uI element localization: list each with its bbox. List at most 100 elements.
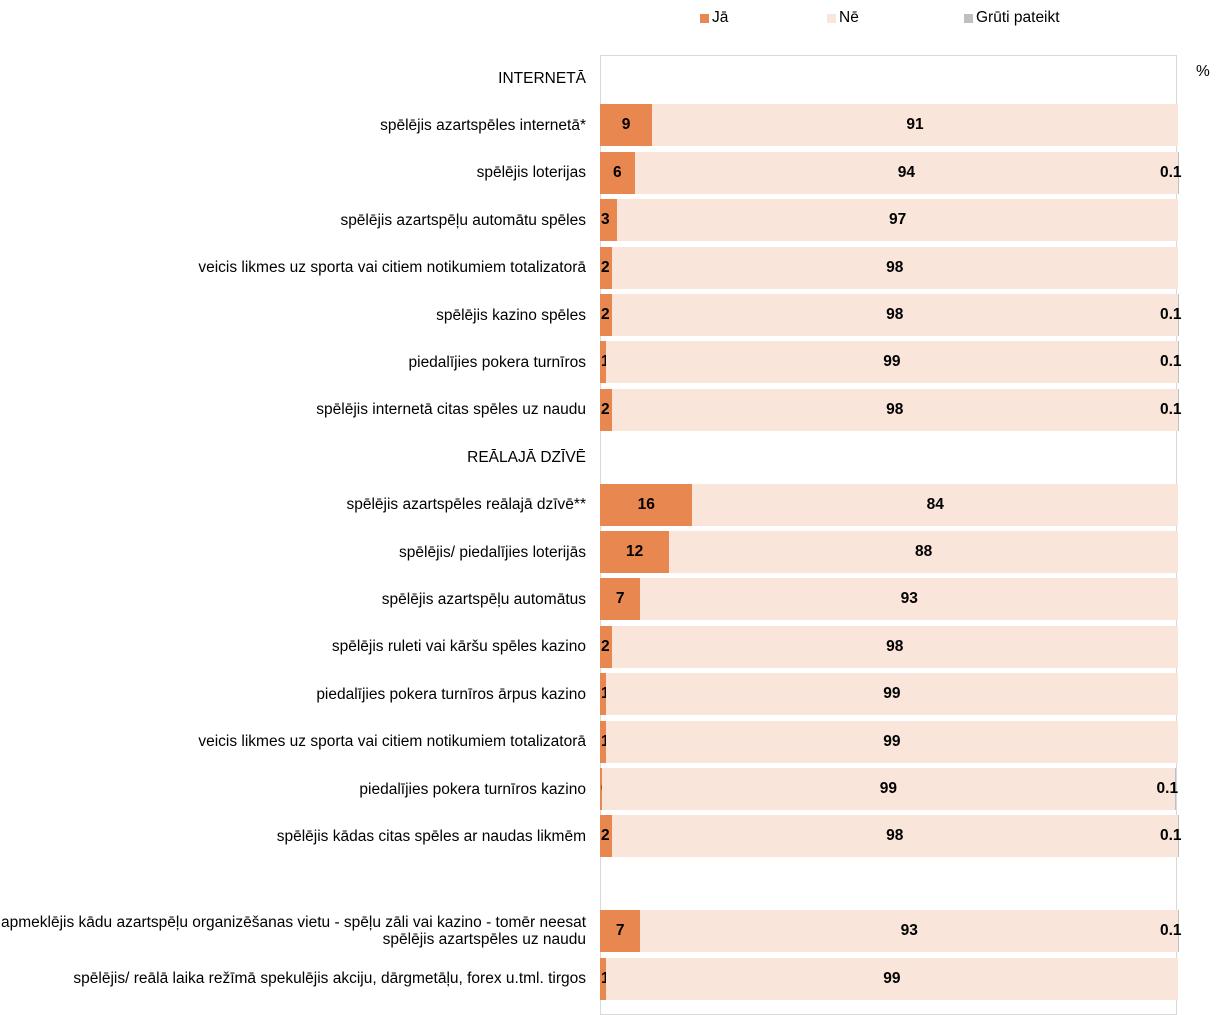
- category-label: spēlējis kādas citas spēles ar naudas li…: [276, 827, 586, 845]
- bar-segment: [602, 768, 1175, 810]
- category-label: veicis likmes uz sporta vai citiem notik…: [198, 259, 586, 277]
- category-label: REĀLAJĀ DZĪVĒ: [467, 448, 586, 466]
- data-label: 99: [883, 685, 901, 703]
- bar-segment: [634, 151, 1178, 194]
- data-label: 1: [601, 353, 610, 371]
- data-label: 0.1: [1156, 780, 1179, 797]
- bar-segment: [605, 957, 1178, 1000]
- bar-segment: [617, 199, 1178, 242]
- legend-item: Grūti pateikt: [964, 9, 1060, 27]
- data-label: 0.1: [1160, 827, 1182, 845]
- unit-label: %: [1196, 63, 1210, 80]
- data-label: 94: [897, 163, 915, 181]
- bar-segment: [600, 246, 612, 289]
- legend-label: Jā: [712, 9, 729, 26]
- category-label: piedalījies pokera turnīros: [408, 353, 587, 371]
- bar-segment: [600, 578, 641, 621]
- data-label: 6: [613, 163, 622, 181]
- data-label: 2: [601, 637, 610, 655]
- data-label: 93: [900, 922, 918, 940]
- bar-segment: [605, 341, 1178, 384]
- data-label: 84: [926, 495, 944, 513]
- data-label: 98: [886, 400, 904, 418]
- bar-segment: [1178, 388, 1179, 431]
- bar-segment: [600, 768, 603, 810]
- category-label: spēlējis internetā citas spēles uz naudu: [316, 401, 586, 419]
- legend-item: Nē: [827, 9, 859, 27]
- data-label: 98: [886, 827, 904, 845]
- data-label: 99: [883, 353, 901, 371]
- data-label: 0.1: [1160, 353, 1182, 371]
- bar-segment: [1178, 151, 1179, 194]
- bar-segment: [605, 673, 1178, 716]
- bar-segment: [1178, 910, 1179, 953]
- data-label: 97: [889, 211, 907, 229]
- bar-segment: [611, 625, 1178, 668]
- bar-segment: [600, 531, 670, 573]
- bar-segment: [640, 910, 1178, 953]
- data-label: 7: [615, 590, 625, 608]
- bar-segment: [600, 957, 606, 1000]
- category-label: spēlējis azartspēles reālajā dzīvē**: [346, 496, 586, 514]
- data-label: 99: [883, 969, 901, 987]
- bar-segment: [692, 483, 1178, 526]
- bar-segment: [600, 294, 612, 336]
- bar-segment: [1178, 294, 1179, 336]
- bar-segment: [611, 388, 1178, 431]
- bar-segment: [600, 815, 612, 858]
- data-label: 12: [626, 543, 644, 560]
- data-label: 98: [886, 306, 904, 323]
- bar-segment: [1174, 768, 1176, 810]
- bar-segment: [600, 720, 606, 763]
- bar-segment: [640, 578, 1178, 621]
- bar-segment: [600, 104, 653, 147]
- data-label: 2: [601, 258, 610, 276]
- data-label: 1: [601, 733, 610, 751]
- data-label: 2: [601, 827, 610, 845]
- bar-segment: [1178, 341, 1179, 384]
- bar-segment: [600, 341, 606, 384]
- bar-segment: [600, 910, 641, 953]
- category-label: apmeklējis kādu azartspēļu organizēšanas…: [1, 914, 586, 949]
- data-label: 0.1: [1160, 163, 1182, 181]
- data-label: 1: [601, 970, 610, 988]
- category-label: spēlējis kazino spēles: [436, 306, 586, 324]
- legend-label: Nē: [839, 9, 859, 26]
- data-label: 0.1: [1160, 306, 1182, 323]
- category-label: spēlējis azartspēles internetā*: [380, 116, 586, 134]
- category-label: spēlējis loterijas: [476, 164, 586, 182]
- category-label: veicis likmes uz sporta vai citiem notik…: [198, 733, 586, 751]
- legend-swatch: [700, 13, 709, 23]
- data-label: 2: [601, 400, 610, 418]
- bar-segment: [669, 531, 1178, 573]
- data-label: 7: [615, 922, 625, 940]
- bar-segment: [1178, 815, 1179, 858]
- category-label: piedalījies pokera turnīros kazino: [359, 780, 586, 798]
- bar-segment: [600, 388, 612, 431]
- bar-segment: [611, 294, 1178, 336]
- category-label: piedalījies pokera turnīros ārpus kazino: [316, 685, 586, 703]
- legend-item: Jā: [700, 9, 728, 27]
- data-label: 99: [883, 732, 901, 750]
- bar-segment: [652, 104, 1178, 147]
- data-label: 99: [879, 780, 898, 797]
- bar-segment: [611, 246, 1178, 289]
- bar-segment: [600, 625, 612, 668]
- data-label: 98: [886, 637, 904, 655]
- category-label: spēlējis ruleti vai kāršu spēles kazino: [331, 638, 586, 656]
- bar-segment: [611, 815, 1178, 858]
- category-label: spēlējis/ reālā laika režīmā spekulējis …: [73, 970, 586, 988]
- bar-segment: [600, 199, 618, 242]
- category-label: spēlējis azartspēļu automātus: [381, 590, 586, 608]
- data-label: 91: [906, 116, 924, 134]
- category-label: INTERNETĀ: [498, 69, 586, 87]
- data-label: 93: [900, 590, 918, 608]
- bar-segment: [600, 483, 693, 526]
- category-label: spēlējis/ piedalījies loterijās: [399, 543, 586, 561]
- legend-swatch: [964, 13, 973, 23]
- legend-label: Grūti pateikt: [976, 9, 1060, 26]
- data-label: 16: [637, 495, 655, 513]
- category-label: spēlējis azartspēļu automātu spēles: [340, 211, 586, 229]
- data-label: 1: [601, 685, 610, 703]
